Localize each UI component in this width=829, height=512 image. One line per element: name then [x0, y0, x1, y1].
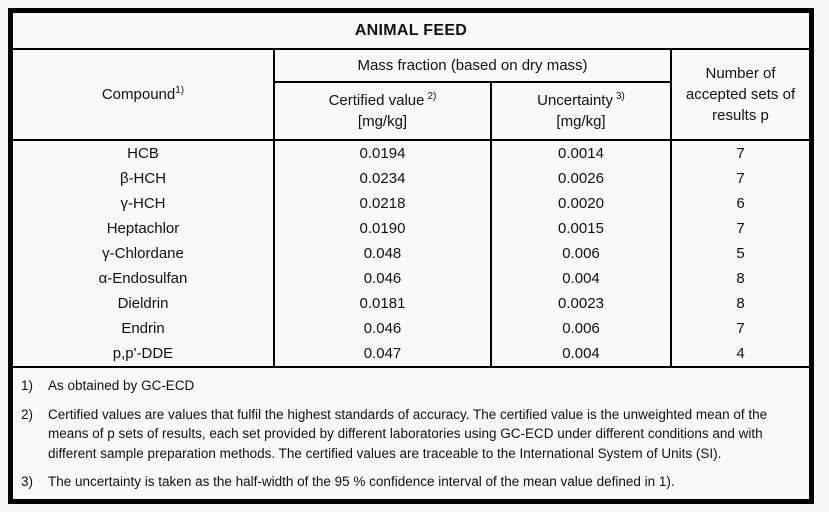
- cell-compound: HCB: [13, 141, 275, 166]
- cell-compound: γ-HCH: [13, 191, 275, 216]
- cell-uncertainty: 0.006: [492, 241, 672, 266]
- footnote-2-text: Certified values are values that fulfil …: [48, 406, 768, 461]
- uncertainty-header-label: Uncertainty: [537, 92, 613, 109]
- certified-values-table: ANIMAL FEED Compound1) Mass fraction (ba…: [8, 8, 814, 504]
- footnote-3-number: 3): [21, 474, 34, 490]
- cell-uncertainty: 0.0014: [492, 141, 672, 166]
- uncertainty-unit: [mg/kg]: [556, 113, 606, 130]
- cell-accepted-sets: 5: [736, 245, 745, 262]
- cell-uncertainty: 0.0026: [492, 166, 672, 191]
- cell-uncertainty: 0.0023: [492, 291, 672, 316]
- table-row: β-HCH 0.0234 0.0026 7: [13, 166, 809, 191]
- column-header-accepted-sets: Number of accepted sets of results p: [672, 50, 809, 139]
- cell-certified-value: 0.047: [275, 341, 492, 366]
- column-group-mass-fraction: Mass fraction (based on dry mass): [275, 50, 672, 83]
- cell-certified-value: 0.046: [275, 316, 492, 341]
- cell-compound: p,p'-DDE: [13, 341, 275, 366]
- cell-compound: Endrin: [13, 316, 275, 341]
- footnote-3: 3) The uncertainty is taken as the half-…: [21, 472, 799, 492]
- certified-value-footnote-ref: 2): [427, 91, 437, 102]
- cell-accepted-sets: 7: [736, 320, 745, 337]
- table-row: Heptachlor 0.0190 0.0015 7: [13, 216, 809, 241]
- cell-certified-value: 0.0190: [275, 216, 492, 241]
- table-title-row: ANIMAL FEED: [13, 13, 809, 50]
- footnotes: 1) As obtained by GC-ECD 2) Certified va…: [13, 368, 809, 492]
- cell-compound: Dieldrin: [13, 291, 275, 316]
- column-header-uncertainty: Uncertainty 3) [mg/kg]: [492, 83, 672, 139]
- mass-fraction-group-label: Mass fraction (based on dry mass): [357, 57, 588, 74]
- compound-header-label: Compound: [101, 86, 176, 103]
- table-row: p,p'-DDE 0.047 0.004 4: [13, 341, 809, 366]
- cell-certified-value: 0.0218: [275, 191, 492, 216]
- footnote-1-number: 1): [21, 378, 34, 393]
- cell-accepted-sets: 7: [736, 220, 745, 237]
- table-header: Compound1) Mass fraction (based on dry m…: [13, 50, 809, 141]
- cell-compound: α-Endosulfan: [13, 266, 275, 291]
- certified-value-unit: [mg/kg]: [357, 113, 408, 130]
- cell-accepted-sets: 7: [736, 170, 745, 187]
- table-body: HCB 0.0194 0.0014 7 β-HCH 0.0234 0.0026 7 γ-HCH 0…: [13, 141, 809, 368]
- footnote-1-text: As obtained by GC-ECD: [48, 378, 195, 393]
- footnote-3-text: The uncertainty is taken as the half-wid…: [48, 474, 675, 490]
- cell-accepted-sets: 6: [736, 195, 745, 212]
- cell-compound: γ-Chlordane: [13, 241, 275, 266]
- cell-certified-value: 0.0181: [275, 291, 492, 316]
- cell-certified-value: 0.0194: [275, 141, 492, 166]
- cell-uncertainty: 0.0020: [492, 191, 672, 216]
- table-row: γ-Chlordane 0.048 0.006 5: [13, 241, 809, 266]
- column-header-compound: Compound1): [13, 50, 275, 139]
- table-row: Dieldrin 0.0181 0.0023 8: [13, 291, 809, 316]
- certified-value-header-label: Certified value: [328, 92, 425, 109]
- cell-certified-value: 0.0234: [275, 166, 492, 191]
- table-row: HCB 0.0194 0.0014 7: [13, 141, 809, 166]
- compound-header-footnote-ref: 1): [175, 85, 185, 96]
- cell-compound: Heptachlor: [13, 216, 275, 241]
- cell-certified-value: 0.046: [275, 266, 492, 291]
- cell-uncertainty: 0.0015: [492, 216, 672, 241]
- cell-uncertainty: 0.006: [492, 316, 672, 341]
- cell-uncertainty: 0.004: [492, 341, 672, 366]
- table-row: α-Endosulfan 0.046 0.004 8: [13, 266, 809, 291]
- accepted-sets-header-label: Number of accepted sets of results p: [685, 65, 796, 124]
- cell-accepted-sets: 8: [736, 295, 745, 312]
- cell-accepted-sets: 8: [736, 270, 745, 287]
- table-row: Endrin 0.046 0.006 7: [13, 316, 809, 341]
- uncertainty-footnote-ref: 3): [615, 91, 625, 102]
- cell-certified-value: 0.048: [275, 241, 492, 266]
- footnote-1: 1) As obtained by GC-ECD: [21, 376, 799, 396]
- table-title: ANIMAL FEED: [354, 21, 468, 39]
- table-row: γ-HCH 0.0218 0.0020 6: [13, 191, 809, 216]
- cell-accepted-sets: 4: [736, 345, 745, 362]
- cell-accepted-sets: 7: [736, 145, 745, 162]
- footnote-2-number: 2): [21, 406, 34, 422]
- cell-uncertainty: 0.004: [492, 266, 672, 291]
- column-header-certified-value: Certified value 2) [mg/kg]: [275, 83, 492, 139]
- cell-compound: β-HCH: [13, 166, 275, 191]
- footnote-2: 2) Certified values are values that fulf…: [21, 405, 799, 464]
